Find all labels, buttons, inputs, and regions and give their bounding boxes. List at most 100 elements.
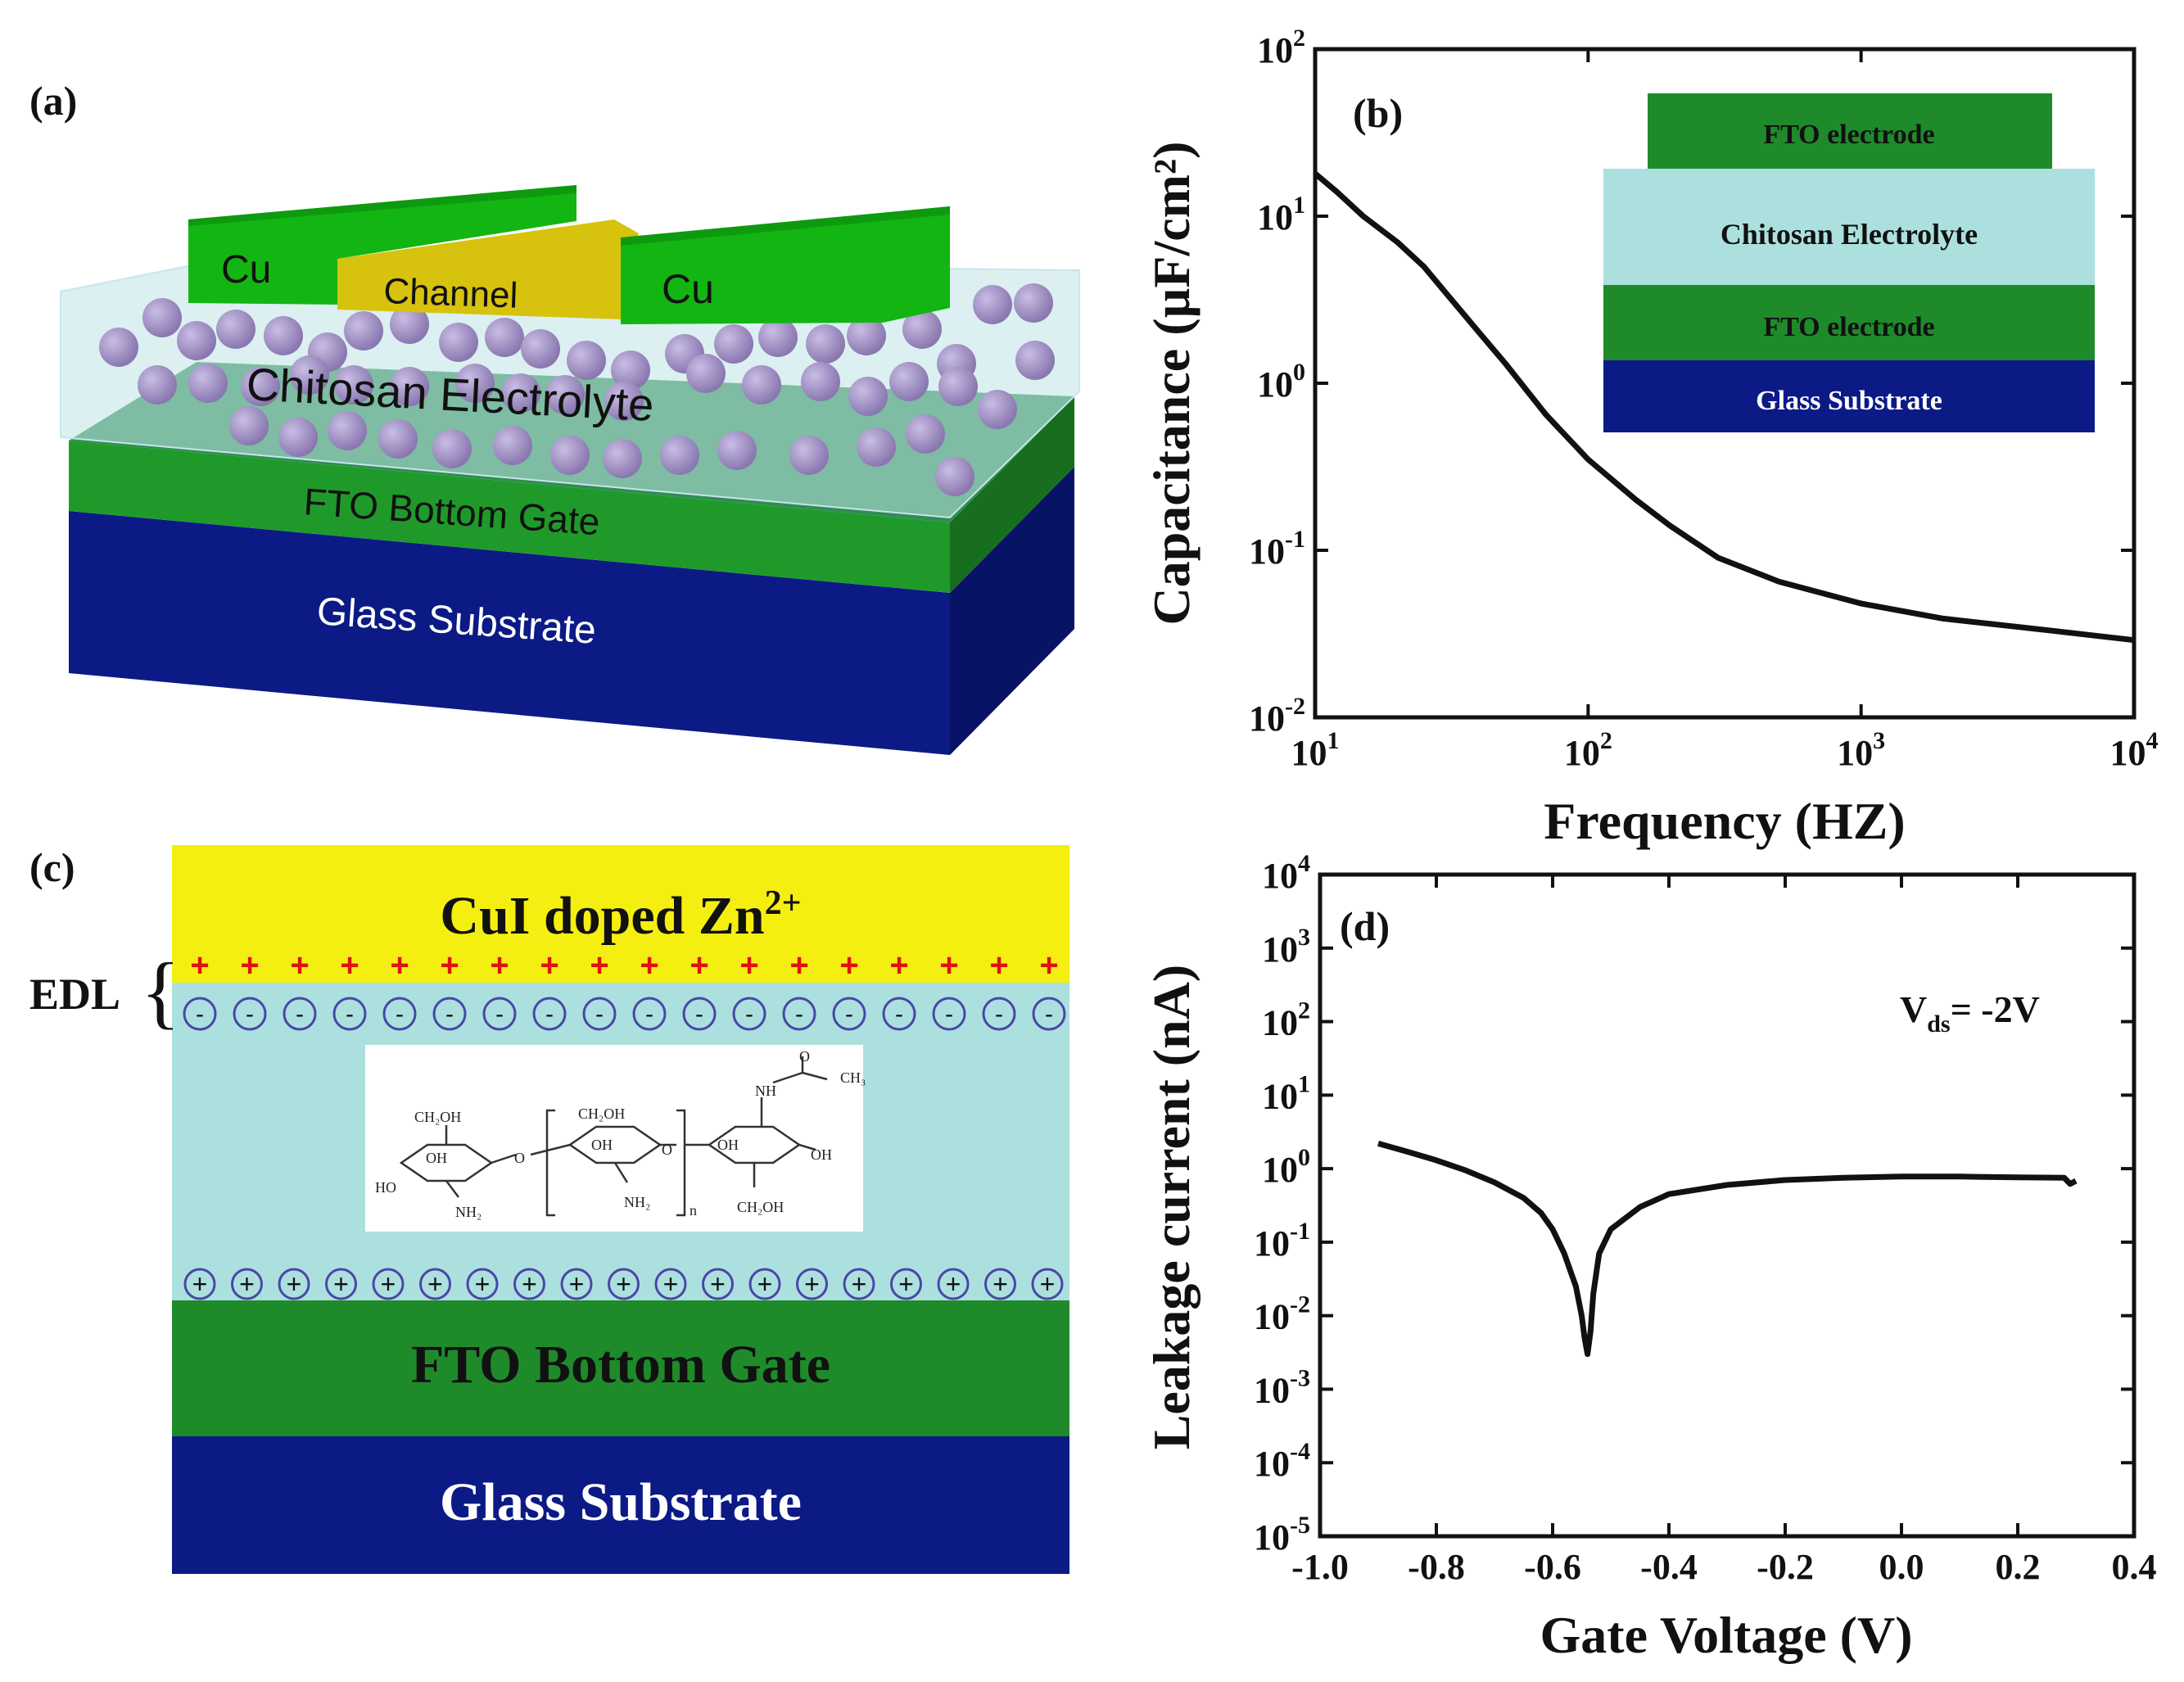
ion-ball <box>714 324 753 364</box>
molecule-label: OH <box>591 1137 613 1153</box>
molecule-label: CH₂OH <box>578 1106 625 1122</box>
chitosan-structure-drawing <box>399 1056 828 1217</box>
molecule-label: NH <box>755 1083 776 1099</box>
ion-ball <box>806 324 845 364</box>
ion-ball <box>99 328 138 367</box>
ion-ball <box>390 367 429 406</box>
positive-charge: + <box>640 947 658 983</box>
panel-b: (b) FTO electrode Chitosan Electrolyte F… <box>1142 25 2159 850</box>
capacitance-curve <box>1313 171 2135 644</box>
fto-gate-layer <box>172 1300 1069 1436</box>
positive-charge: + <box>340 947 359 983</box>
anion-sign: - <box>945 1001 953 1028</box>
panel-b-xlabel: Frequency (HZ) <box>1544 792 1905 850</box>
cation-sign: + <box>475 1269 491 1299</box>
anion-circle <box>233 997 267 1031</box>
ion-ball <box>906 414 945 454</box>
ion-ball <box>550 436 590 475</box>
cation-sign: + <box>569 1269 585 1299</box>
edl-brace: { <box>141 946 180 1037</box>
y-tick-label: 101 <box>1257 192 1305 237</box>
cation-circle <box>843 1268 875 1300</box>
cation-sign: + <box>804 1269 820 1299</box>
cation-sign: + <box>616 1269 631 1299</box>
panel-d-ticks: -1.0 -0.8 -0.6 -0.4 -0.2 0.0 0.2 0.4 10-5 10-4 10-… <box>1254 850 2157 1587</box>
vds-annotation: Vds= -2V <box>1900 988 2040 1038</box>
molecule-label: CH₂OH <box>737 1199 784 1215</box>
anion-sign: - <box>795 1001 803 1028</box>
ion-ball <box>603 439 642 478</box>
channel-layer <box>337 219 639 319</box>
ion-ball <box>290 355 329 395</box>
x-tick-label: -0.2 <box>1757 1547 1814 1587</box>
anion-circle <box>882 997 916 1031</box>
fto-gate-layer-label: FTO Bottom Gate <box>411 1335 830 1395</box>
y-tick-label: 10-3 <box>1254 1364 1310 1410</box>
anion-circle <box>632 997 667 1031</box>
molecule-label: OH <box>811 1146 832 1163</box>
panel-d-label: (d) <box>1340 903 1390 949</box>
y-tick-label: 102 <box>1257 25 1305 70</box>
x-tick-label: 0.2 <box>1996 1547 2041 1587</box>
ion-ball <box>188 364 228 403</box>
cation-circle <box>890 1268 922 1300</box>
y-tick-label: 100 <box>1257 359 1305 405</box>
positive-charge: + <box>290 947 309 983</box>
cation-circle <box>513 1268 545 1300</box>
ion-ball <box>938 367 978 406</box>
cation-circle <box>702 1268 734 1300</box>
anion-sign: - <box>595 1001 604 1028</box>
positive-charge: + <box>939 947 958 983</box>
anion-circle <box>732 997 766 1031</box>
chitosan-structure-labels: CH₂OH CH₂OH OH OH HO NH₂ NH₂ O O O NH CH₃ OH OH CH₂OH n <box>375 1048 866 1220</box>
x-tick-label: 103 <box>1837 727 1885 773</box>
positive-charge: + <box>240 947 259 983</box>
anion-sign: - <box>745 1001 753 1028</box>
ion-ball <box>334 365 373 405</box>
y-tick-label: 103 <box>1262 924 1310 970</box>
panel-c: (c) CuI doped Zn2+ EDL { + + + + + + + + + + + + + + +… <box>29 844 1069 1574</box>
ion-ball <box>521 329 560 369</box>
cation-sign: + <box>898 1269 914 1299</box>
ion-ball <box>485 318 524 357</box>
cation-sign: + <box>427 1269 443 1299</box>
ion-ball <box>229 406 269 445</box>
leakage-curve <box>1377 1141 2078 1358</box>
ion-ball <box>545 375 585 414</box>
anion-circle <box>183 997 217 1031</box>
molecule-label: O <box>514 1150 525 1166</box>
positive-charge: + <box>390 947 409 983</box>
ion-ball <box>328 411 367 450</box>
cation-sign: + <box>663 1269 679 1299</box>
ion-ball <box>611 350 650 390</box>
anion-sign: - <box>1045 1001 1053 1028</box>
electrolyte-ions <box>99 283 1055 496</box>
glass-substrate-front <box>69 511 950 755</box>
inset-glass <box>1603 360 2095 432</box>
cation-circle <box>419 1268 451 1300</box>
ion-ball <box>264 316 303 355</box>
ion-ball <box>142 298 182 337</box>
anion-circle <box>582 997 617 1031</box>
cation-sign: + <box>1040 1269 1056 1299</box>
positive-charge: + <box>889 947 908 983</box>
panel-d-frame <box>1318 872 2137 1539</box>
anion-circle <box>782 997 816 1031</box>
anion-sign: - <box>995 1001 1003 1028</box>
inset-fto-bottom-label: FTO electrode <box>1763 312 1934 342</box>
x-tick-label: 102 <box>1564 727 1612 773</box>
positive-charge: + <box>839 947 858 983</box>
y-tick-label: 100 <box>1262 1144 1310 1190</box>
ion-ball <box>493 426 532 465</box>
molecule-label: HO <box>375 1179 396 1196</box>
anion-sign: - <box>196 1001 204 1028</box>
y-tick-label: 10-2 <box>1254 1291 1310 1337</box>
cation-circle <box>796 1268 828 1300</box>
cation-sign: + <box>192 1269 208 1299</box>
edl-label: EDL <box>29 970 120 1019</box>
anion-circle <box>382 997 417 1031</box>
x-tick-label: 0.0 <box>1879 1547 1924 1587</box>
ion-ball <box>439 323 478 362</box>
ion-ball <box>455 364 495 403</box>
glass-substrate-layer-label: Glass Substrate <box>440 1472 802 1532</box>
